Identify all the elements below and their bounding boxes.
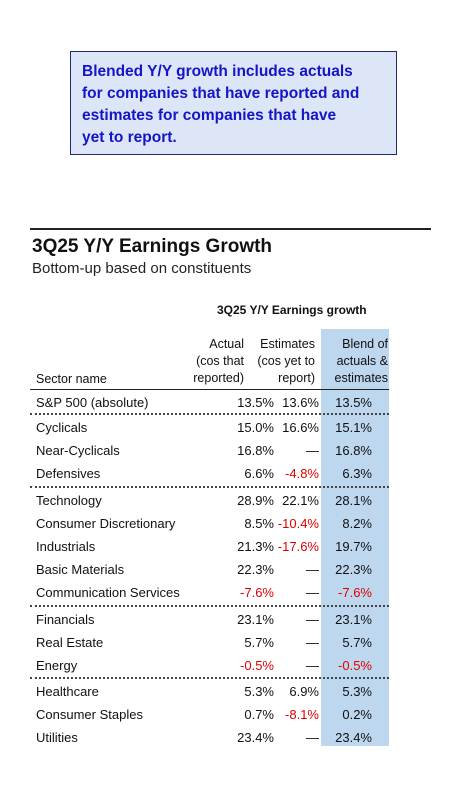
estimates-value: — bbox=[306, 443, 319, 458]
actual-value: 21.3% bbox=[237, 539, 274, 554]
column-header-blend: Blend of actuals & estimates bbox=[334, 337, 389, 385]
row-divider bbox=[30, 605, 389, 607]
page-title: 3Q25 Y/Y Earnings Growth bbox=[32, 236, 273, 257]
blend-value: 6.3% bbox=[342, 466, 372, 481]
actual-value: -0.5% bbox=[240, 658, 274, 673]
estimates-value: — bbox=[306, 562, 319, 577]
table-row: S&P 500 (absolute) 13.5% 13.6% 13.5% bbox=[30, 391, 389, 414]
table-row: Near-Cyclicals 16.8% — 16.8% bbox=[30, 439, 389, 462]
table-row: Technology 28.9% 22.1% 28.1% bbox=[30, 489, 389, 512]
sector-name: Utilities bbox=[36, 730, 78, 745]
column-header-actual: Actual (cos that reported) bbox=[193, 337, 244, 385]
estimates-value: -17.6% bbox=[277, 539, 319, 554]
blend-value: 23.1% bbox=[335, 612, 372, 627]
actual-value: 15.0% bbox=[237, 420, 274, 435]
sector-name: Healthcare bbox=[36, 684, 99, 699]
sector-name: Energy bbox=[36, 658, 78, 673]
row-divider bbox=[30, 413, 389, 415]
sector-name: Defensives bbox=[36, 466, 101, 481]
sector-name: Consumer Discretionary bbox=[36, 516, 176, 531]
table-row: Consumer Discretionary 8.5% -10.4% 8.2% bbox=[30, 512, 389, 535]
estimates-value: — bbox=[306, 635, 319, 650]
callout-line: yet to report. bbox=[82, 129, 177, 146]
row-divider bbox=[30, 677, 389, 679]
actual-value: 13.5% bbox=[237, 395, 274, 410]
callout-line: for companies that have reported and bbox=[82, 85, 360, 102]
actual-value: 16.8% bbox=[237, 443, 274, 458]
column-header-sector: Sector name bbox=[36, 372, 107, 386]
table-row: Cyclicals 15.0% 16.6% 15.1% bbox=[30, 416, 389, 439]
blend-value: -7.6% bbox=[338, 585, 372, 600]
estimates-value: — bbox=[306, 612, 319, 627]
row-divider bbox=[30, 486, 389, 488]
sector-name: Basic Materials bbox=[36, 562, 125, 577]
callout-line: estimates for companies that have bbox=[82, 107, 337, 124]
blend-value: 19.7% bbox=[335, 539, 372, 554]
estimates-value: -4.8% bbox=[285, 466, 319, 481]
estimates-value: -10.4% bbox=[277, 516, 319, 531]
sector-name: Consumer Staples bbox=[36, 707, 143, 722]
table-row: Basic Materials 22.3% — 22.3% bbox=[30, 558, 389, 581]
estimates-value: — bbox=[306, 585, 319, 600]
sector-name: Financials bbox=[36, 612, 95, 627]
actual-value: -7.6% bbox=[240, 585, 274, 600]
table-row: Financials 23.1% — 23.1% bbox=[30, 608, 389, 631]
sector-name: Cyclicals bbox=[36, 420, 88, 435]
callout-box: Blended Y/Y growth includes actuals for … bbox=[70, 51, 397, 155]
estimates-value: — bbox=[306, 658, 319, 673]
actual-value: 5.7% bbox=[244, 635, 274, 650]
blend-value: 5.3% bbox=[342, 684, 372, 699]
table-row: Industrials 21.3% -17.6% 19.7% bbox=[30, 535, 389, 558]
blend-value: 22.3% bbox=[335, 562, 372, 577]
table-row: Communication Services -7.6% — -7.6% bbox=[30, 581, 389, 604]
actual-value: 6.6% bbox=[244, 466, 274, 481]
actual-value: 5.3% bbox=[244, 684, 274, 699]
top-divider bbox=[30, 228, 431, 230]
row-divider bbox=[30, 389, 389, 390]
blend-value: 13.5% bbox=[335, 395, 372, 410]
estimates-value: 6.9% bbox=[289, 684, 319, 699]
actual-value: 23.1% bbox=[237, 612, 274, 627]
blend-value: 5.7% bbox=[342, 635, 372, 650]
blend-value: -0.5% bbox=[338, 658, 372, 673]
table-row: Energy -0.5% — -0.5% bbox=[30, 654, 389, 677]
actual-value: 0.7% bbox=[244, 707, 274, 722]
actual-value: 22.3% bbox=[237, 562, 274, 577]
table-row: Defensives 6.6% -4.8% 6.3% bbox=[30, 462, 389, 485]
sector-name: Industrials bbox=[36, 539, 96, 554]
blend-value: 8.2% bbox=[342, 516, 372, 531]
blend-column-highlight bbox=[321, 329, 389, 746]
blend-value: 0.2% bbox=[342, 707, 372, 722]
callout-line: Blended Y/Y growth includes actuals bbox=[82, 63, 353, 80]
table-row: Utilities 23.4% — 23.4% bbox=[30, 726, 389, 749]
estimates-value: 16.6% bbox=[282, 420, 319, 435]
sector-name: S&P 500 (absolute) bbox=[36, 395, 149, 410]
estimates-value: 13.6% bbox=[282, 395, 319, 410]
blend-value: 15.1% bbox=[335, 420, 372, 435]
table-header: 3Q25 Y/Y Earnings growth bbox=[217, 303, 367, 317]
column-header-estimates: Estimates (cos yet to report) bbox=[257, 337, 315, 385]
page-subtitle: Bottom-up based on constituents bbox=[32, 260, 252, 277]
blend-value: 28.1% bbox=[335, 493, 372, 508]
estimates-value: -8.1% bbox=[285, 707, 319, 722]
blend-value: 23.4% bbox=[335, 730, 372, 745]
sector-name: Technology bbox=[36, 493, 102, 508]
sector-name: Communication Services bbox=[36, 585, 180, 600]
sector-name: Real Estate bbox=[36, 635, 104, 650]
estimates-value: — bbox=[306, 730, 319, 745]
blend-value: 16.8% bbox=[335, 443, 372, 458]
actual-value: 8.5% bbox=[244, 516, 274, 531]
actual-value: 23.4% bbox=[237, 730, 274, 745]
table-row: Real Estate 5.7% — 5.7% bbox=[30, 631, 389, 654]
estimates-value: 22.1% bbox=[282, 493, 319, 508]
actual-value: 28.9% bbox=[237, 493, 274, 508]
table-row: Consumer Staples 0.7% -8.1% 0.2% bbox=[30, 703, 389, 726]
table-row: Healthcare 5.3% 6.9% 5.3% bbox=[30, 680, 389, 703]
sector-name: Near-Cyclicals bbox=[36, 443, 120, 458]
